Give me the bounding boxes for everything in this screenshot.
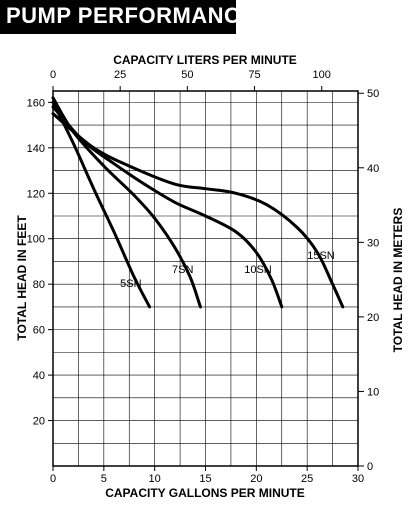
- x-tick-label: 10: [149, 473, 161, 485]
- y-tick-label: 140: [27, 143, 45, 155]
- top-tick-label: 75: [248, 69, 260, 81]
- curve-label-10sn: 10SN: [244, 264, 272, 276]
- top-axis-title: CAPACITY LITERS PER MINUTE: [113, 53, 297, 67]
- top-tick-label: 25: [114, 69, 126, 81]
- y-axis-title: TOTAL HEAD IN FEET: [15, 215, 29, 341]
- curve-label-7sn: 7SN: [172, 264, 193, 276]
- top-tick-label: 50: [181, 69, 193, 81]
- y-tick-label: 120: [27, 188, 45, 200]
- x-tick-label: 15: [199, 473, 211, 485]
- y-tick-label: 40: [33, 370, 45, 382]
- chart-title: PUMP PERFORMANCE: [6, 3, 256, 28]
- right-tick-label: 50: [367, 88, 379, 100]
- curve-label-5sn: 5SN: [120, 278, 141, 290]
- right-tick-label: 10: [367, 386, 379, 398]
- top-tick-label: 0: [50, 69, 56, 81]
- y-tick-label: 100: [27, 234, 45, 246]
- y-tick-label: 20: [33, 416, 45, 428]
- curve-15sn: [51, 112, 345, 309]
- right-tick-label: 20: [367, 312, 379, 324]
- grid: [52, 91, 359, 466]
- curve-label-15sn: 15SN: [307, 250, 335, 262]
- curve-10sn: [51, 105, 284, 309]
- tick-marks: [48, 86, 364, 471]
- curves: 5SN 7SN 10SN 15SN: [51, 96, 345, 309]
- y-tick-label: 60: [33, 325, 45, 337]
- right-tick-label: 40: [367, 163, 379, 175]
- x-tick-label: 30: [352, 473, 364, 485]
- x-tick-label: 25: [301, 473, 313, 485]
- curve-5sn: [51, 100, 152, 309]
- title-bar: PUMP PERFORMANCE: [0, 0, 255, 34]
- right-tick-label: 0: [367, 461, 373, 473]
- y-tick-label: 160: [27, 97, 45, 109]
- x-tick-label: 5: [101, 473, 107, 485]
- right-tick-label: 30: [367, 237, 379, 249]
- x-tick-label: 0: [50, 473, 56, 485]
- y-tick-label: 80: [33, 279, 45, 291]
- right-axis-title: TOTAL HEAD IN METERS: [391, 208, 405, 353]
- top-tick-label: 100: [313, 69, 331, 81]
- x-tick-label: 20: [250, 473, 262, 485]
- x-axis-title: CAPACITY GALLONS PER MINUTE: [105, 486, 305, 500]
